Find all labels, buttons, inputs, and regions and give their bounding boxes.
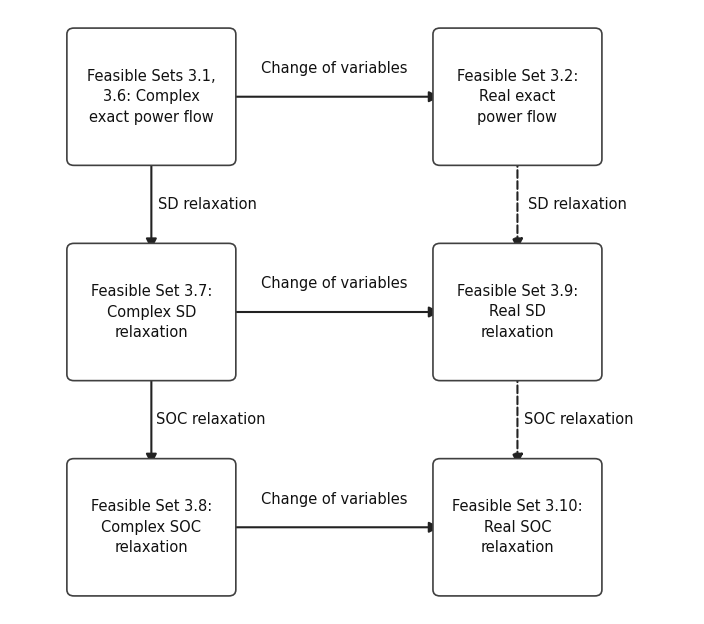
FancyBboxPatch shape: [67, 243, 236, 381]
Text: Change of variables: Change of variables: [261, 61, 408, 76]
Text: SOC relaxation: SOC relaxation: [524, 412, 634, 427]
Text: Feasible Set 3.7:
Complex SD
relaxation: Feasible Set 3.7: Complex SD relaxation: [91, 284, 212, 340]
Text: Feasible Set 3.2:
Real exact
power flow: Feasible Set 3.2: Real exact power flow: [457, 69, 578, 125]
Text: Change of variables: Change of variables: [261, 492, 408, 507]
Text: SD relaxation: SD relaxation: [528, 197, 627, 212]
Text: Change of variables: Change of variables: [261, 276, 408, 291]
Text: SD relaxation: SD relaxation: [158, 197, 257, 212]
FancyBboxPatch shape: [67, 459, 236, 596]
Text: Feasible Sets 3.1,
3.6: Complex
exact power flow: Feasible Sets 3.1, 3.6: Complex exact po…: [87, 69, 215, 125]
FancyBboxPatch shape: [67, 28, 236, 165]
Text: SOC relaxation: SOC relaxation: [156, 412, 266, 427]
FancyBboxPatch shape: [433, 243, 602, 381]
Text: Feasible Set 3.8:
Complex SOC
relaxation: Feasible Set 3.8: Complex SOC relaxation: [91, 499, 212, 555]
FancyBboxPatch shape: [433, 459, 602, 596]
Text: Feasible Set 3.9:
Real SD
relaxation: Feasible Set 3.9: Real SD relaxation: [457, 284, 578, 340]
FancyBboxPatch shape: [433, 28, 602, 165]
Text: Feasible Set 3.10:
Real SOC
relaxation: Feasible Set 3.10: Real SOC relaxation: [452, 499, 583, 555]
